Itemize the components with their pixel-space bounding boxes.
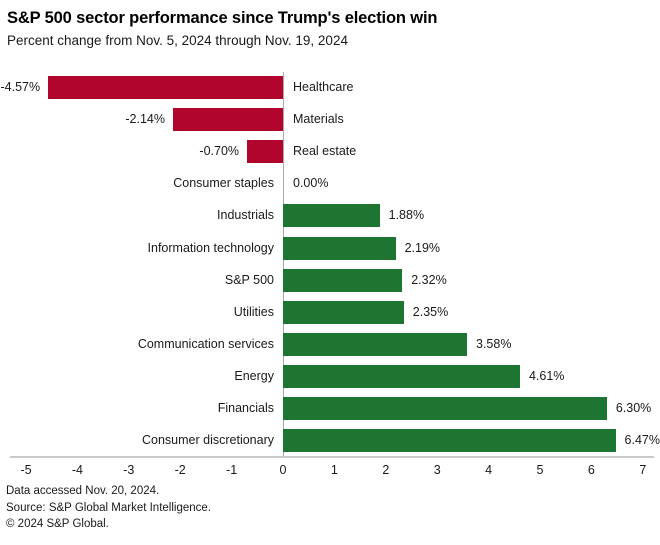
x-tick-label: -2: [174, 463, 186, 477]
zero-gridline: [283, 72, 284, 457]
bar-information-technology: [283, 237, 396, 260]
x-tick-label: -3: [123, 463, 135, 477]
value-label: 6.47%: [624, 433, 660, 447]
bar-industrials: [283, 204, 380, 227]
footnote-copyright: © 2024 S&P Global.: [6, 518, 109, 530]
x-tick-label: 0: [279, 463, 287, 477]
value-label: -2.14%: [125, 112, 165, 126]
x-tick-label: -5: [20, 463, 32, 477]
bar-energy: [283, 365, 520, 388]
category-label: Industrials: [217, 208, 274, 222]
value-label: -4.57%: [0, 80, 41, 94]
value-label: 2.19%: [404, 241, 441, 255]
value-label: 0.00%: [293, 176, 329, 190]
value-label: 6.30%: [615, 401, 652, 415]
footnote-accessed: Data accessed Nov. 20, 2024.: [6, 485, 160, 497]
category-label: Consumer discretionary: [142, 433, 274, 447]
value-label: 2.32%: [411, 273, 447, 287]
bar-real-estate: [247, 140, 284, 163]
x-tick-label: 7: [639, 463, 647, 477]
x-axis-line: [10, 456, 654, 458]
category-label: Utilities: [233, 305, 274, 319]
category-label: Materials: [293, 112, 344, 126]
value-label: 4.61%: [528, 369, 565, 383]
category-label: Information technology: [147, 241, 274, 255]
x-tick-label: 1: [330, 463, 338, 477]
footnote-source: Source: S&P Global Market Intelligence.: [6, 501, 211, 514]
x-tick-label: -4: [71, 463, 83, 477]
x-tick-label: -1: [226, 463, 238, 477]
bar-communication-services: [283, 333, 467, 356]
footnotes: Data accessed Nov. 20, 2024. Source: S&P…: [6, 483, 211, 533]
value-label: 1.88%: [388, 208, 425, 222]
bar-consumer-discretionary: [283, 429, 616, 452]
x-tick-label: 4: [485, 463, 493, 477]
category-label: Real estate: [293, 144, 357, 158]
bar-utilities: [283, 301, 404, 324]
x-tick-label: 5: [536, 463, 544, 477]
value-label: 2.35%: [412, 305, 449, 319]
category-label: Energy: [234, 369, 274, 383]
category-label: Financials: [217, 401, 274, 415]
category-label: Consumer staples: [173, 176, 274, 190]
chart-title: S&P 500 sector performance since Trump's…: [7, 9, 438, 27]
category-label: Healthcare: [293, 80, 354, 94]
value-label: 3.58%: [476, 337, 512, 351]
bar-s-p-500: [283, 269, 403, 292]
category-label: Communication services: [137, 337, 274, 351]
value-label: -0.70%: [199, 144, 240, 158]
x-tick-label: 3: [433, 463, 441, 477]
x-tick-label: 6: [587, 463, 595, 477]
x-tick-label: 2: [382, 463, 390, 477]
bar-financials: [283, 397, 607, 420]
bar-materials: [173, 108, 283, 131]
bar-healthcare: [48, 76, 283, 99]
chart-subtitle: Percent change from Nov. 5, 2024 through…: [7, 33, 348, 48]
category-label: S&P 500: [224, 273, 274, 287]
